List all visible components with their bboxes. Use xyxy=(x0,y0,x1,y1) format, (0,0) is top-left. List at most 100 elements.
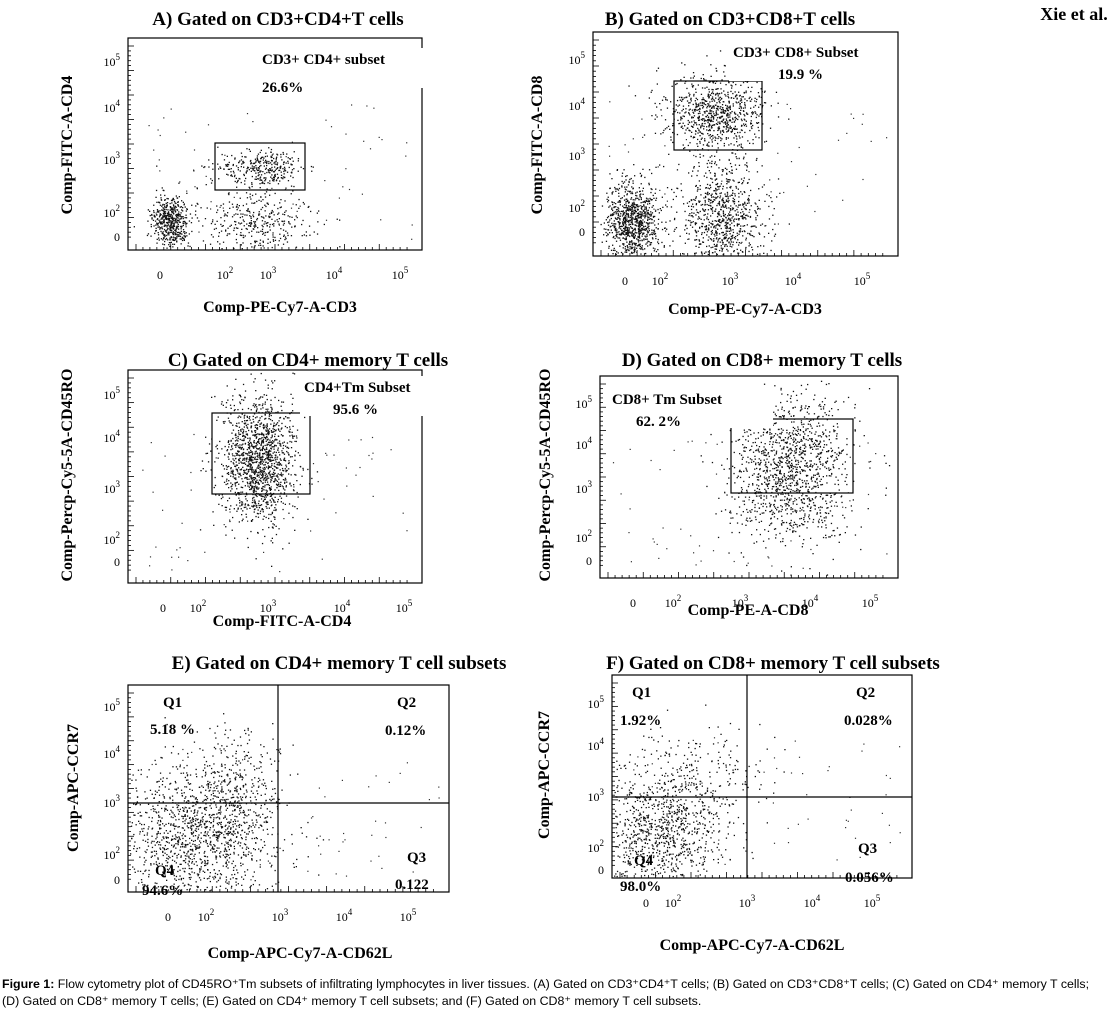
event-dot xyxy=(750,123,752,125)
event-dot xyxy=(634,229,637,231)
event-dot xyxy=(177,215,180,217)
event-dot xyxy=(692,221,694,223)
event-dot xyxy=(707,239,709,241)
event-dot xyxy=(710,125,713,127)
event-dot xyxy=(745,120,747,122)
event-dot xyxy=(274,169,276,172)
event-dot xyxy=(270,495,272,497)
event-dot xyxy=(246,426,248,428)
event-dot xyxy=(248,186,250,188)
event-dot xyxy=(615,206,617,208)
event-dot xyxy=(273,516,275,518)
event-dot xyxy=(265,408,267,410)
event-dot xyxy=(702,74,704,76)
event-dot xyxy=(707,209,710,211)
event-dot xyxy=(238,222,240,224)
event-dot xyxy=(253,491,256,493)
event-dot xyxy=(254,226,256,228)
event-dot xyxy=(238,455,241,457)
event-dot xyxy=(627,208,629,210)
event-dot xyxy=(284,211,286,213)
event-dot xyxy=(636,204,639,206)
event-dot xyxy=(280,445,282,447)
event-dot xyxy=(270,155,272,157)
event-dot xyxy=(236,181,238,184)
event-dot xyxy=(266,478,268,480)
event-dot xyxy=(282,151,284,154)
event-dot xyxy=(723,110,725,112)
event-dot xyxy=(241,216,244,218)
event-dot xyxy=(237,507,239,509)
event-dot xyxy=(293,151,295,153)
event-dot xyxy=(686,202,689,204)
event-dot xyxy=(162,231,164,233)
event-dot xyxy=(718,211,720,213)
event-dot xyxy=(675,109,677,111)
event-dot xyxy=(748,178,750,181)
event-dot xyxy=(286,442,289,444)
event-dot xyxy=(634,221,636,223)
event-dot xyxy=(747,113,749,115)
event-dot xyxy=(279,202,281,204)
event-dot xyxy=(638,245,640,247)
event-dot xyxy=(168,221,170,223)
event-dot xyxy=(238,432,240,434)
event-dot xyxy=(739,228,741,230)
event-dot xyxy=(650,242,653,244)
event-dot xyxy=(228,161,230,164)
event-dot xyxy=(640,231,642,234)
event-dot xyxy=(619,222,621,224)
event-dot xyxy=(266,160,268,163)
event-dot xyxy=(278,425,280,427)
event-dot xyxy=(258,211,260,213)
event-dot xyxy=(236,470,239,472)
event-dot xyxy=(255,434,257,436)
event-dot xyxy=(718,218,720,221)
event-dot xyxy=(740,249,742,251)
event-dot xyxy=(244,469,246,471)
event-dot xyxy=(159,213,161,215)
event-dot xyxy=(689,150,691,152)
event-dot xyxy=(735,187,738,189)
event-dot xyxy=(786,103,788,105)
event-dot xyxy=(237,450,239,452)
event-dot xyxy=(709,110,712,112)
event-dot xyxy=(693,112,695,114)
event-dot xyxy=(742,180,745,182)
event-dot xyxy=(266,155,268,157)
event-dot xyxy=(618,192,620,194)
event-dot xyxy=(163,244,166,246)
event-dot xyxy=(163,228,166,231)
event-dot xyxy=(671,188,673,191)
event-dot xyxy=(744,115,746,117)
event-dot xyxy=(311,170,313,172)
event-dot xyxy=(167,213,169,216)
event-dot xyxy=(613,202,615,204)
event-dot xyxy=(680,117,682,119)
event-dot xyxy=(716,93,718,95)
event-dot xyxy=(701,148,704,150)
event-dot xyxy=(714,162,716,165)
event-dot xyxy=(276,458,278,460)
event-dot xyxy=(730,131,733,133)
event-dot xyxy=(739,204,742,206)
event-dot xyxy=(740,191,742,193)
event-dot xyxy=(260,196,262,198)
event-dot xyxy=(221,448,223,450)
event-dot xyxy=(693,212,695,214)
event-dot xyxy=(718,105,720,108)
event-dot xyxy=(255,167,257,169)
event-dot xyxy=(287,162,289,164)
event-dot xyxy=(276,480,279,482)
event-dot xyxy=(706,162,708,165)
event-dot xyxy=(246,113,249,115)
event-dot xyxy=(722,110,724,113)
event-dot xyxy=(726,207,728,209)
event-dot xyxy=(815,173,817,176)
event-dot xyxy=(632,182,634,184)
event-dot xyxy=(764,141,766,143)
event-dot xyxy=(254,170,256,172)
event-dot xyxy=(242,435,244,437)
event-dot xyxy=(259,151,261,154)
event-dot xyxy=(720,247,722,249)
